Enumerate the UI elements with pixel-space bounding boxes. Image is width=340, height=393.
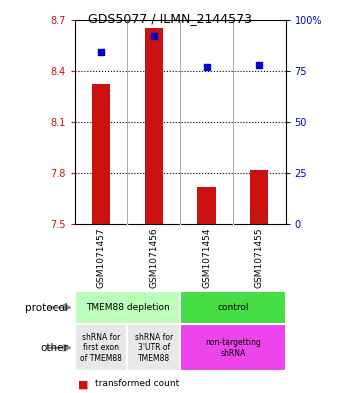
Bar (128, 324, 180, 371)
Bar (250, 169, 269, 224)
Text: TMEM88 depletion: TMEM88 depletion (86, 303, 169, 312)
Bar (144, 28, 163, 224)
Text: GDS5077 / ILMN_2144573: GDS5077 / ILMN_2144573 (88, 12, 252, 25)
Text: shRNA for
3'UTR of
TMEM88: shRNA for 3'UTR of TMEM88 (135, 333, 173, 363)
Point (256, 61, 262, 68)
Text: ■: ■ (78, 379, 89, 389)
Text: control: control (217, 303, 249, 312)
Text: GSM1071456: GSM1071456 (149, 227, 158, 288)
Bar (180, 324, 286, 371)
Text: GSM1071457: GSM1071457 (97, 227, 106, 288)
Text: protocol: protocol (25, 303, 68, 312)
Text: other: other (40, 343, 68, 353)
Bar (197, 187, 216, 224)
Bar (180, 291, 286, 324)
Text: GSM1071455: GSM1071455 (255, 227, 264, 288)
Point (99, 49, 104, 55)
Text: non-targetting
shRNA: non-targetting shRNA (205, 338, 261, 358)
Text: transformed count: transformed count (95, 379, 180, 388)
Point (204, 64, 209, 70)
Text: GSM1071454: GSM1071454 (202, 227, 211, 288)
Point (151, 33, 156, 39)
Bar (75, 291, 180, 324)
Bar (92, 84, 111, 224)
Bar (75, 324, 128, 371)
Text: shRNA for
first exon
of TMEM88: shRNA for first exon of TMEM88 (80, 333, 122, 363)
